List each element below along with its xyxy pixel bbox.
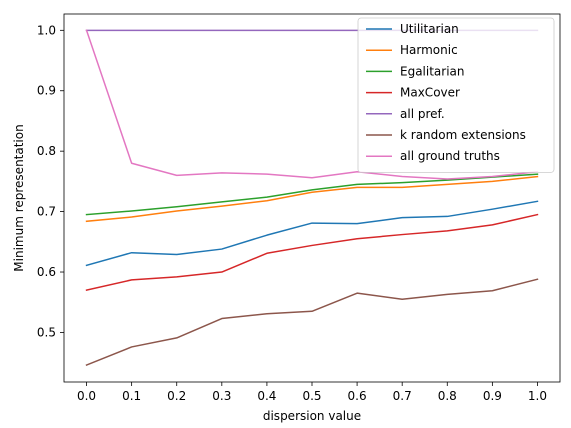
legend-label-egalitarian: Egalitarian xyxy=(400,64,465,78)
x-tick-label: 0.4 xyxy=(257,389,276,403)
x-tick-label: 0.6 xyxy=(348,389,367,403)
y-tick-label: 0.6 xyxy=(37,265,56,279)
x-tick-label: 0.9 xyxy=(483,389,502,403)
x-tick-label: 0.8 xyxy=(438,389,457,403)
series-line-egalitarian xyxy=(85,173,539,216)
legend-label-harmonic: Harmonic xyxy=(400,43,458,57)
x-tick-label: 0.3 xyxy=(212,389,231,403)
y-tick-label: 0.9 xyxy=(37,84,56,98)
x-axis-label: dispersion value xyxy=(263,409,361,423)
y-axis: 0.5 0.6 0.7 0.8 0.9 1.0 xyxy=(37,23,64,339)
legend-label-k-random-extensions: k random extensions xyxy=(400,128,526,142)
x-tick-label: 0.2 xyxy=(167,389,186,403)
x-tick-label: 0.7 xyxy=(393,389,412,403)
x-tick-label: 0.1 xyxy=(122,389,141,403)
legend-label-maxcover: MaxCover xyxy=(400,86,460,100)
legend-label-utilitarian: Utilitarian xyxy=(400,22,459,36)
y-axis-label: Minimum representation xyxy=(12,124,26,271)
x-axis: 0.0 0.1 0.2 0.3 0.4 0.5 0.6 0.7 0.8 0.9 1.0 xyxy=(77,382,547,403)
series-line-k-random-extensions xyxy=(85,278,539,367)
x-tick-label: 1.0 xyxy=(528,389,547,403)
x-tick-label: 0.5 xyxy=(302,389,321,403)
series-line-utilitarian xyxy=(85,200,539,267)
legend-label-all-ground-truths: all ground truths xyxy=(400,149,500,163)
series-line-all-ground-truths xyxy=(85,29,539,180)
y-tick-label: 1.0 xyxy=(37,23,56,37)
x-tick-label: 0.0 xyxy=(77,389,96,403)
series-line-harmonic xyxy=(85,175,539,223)
y-tick-label: 0.8 xyxy=(37,144,56,158)
y-tick-label: 0.7 xyxy=(37,205,56,219)
legend-box xyxy=(357,17,555,173)
legend: Utilitarian Harmonic Egalitarian MaxCover al… xyxy=(357,17,555,173)
y-tick-label: 0.5 xyxy=(37,325,56,339)
series-line-maxcover xyxy=(85,213,539,292)
legend-label-all-pref: all pref. xyxy=(400,107,445,121)
